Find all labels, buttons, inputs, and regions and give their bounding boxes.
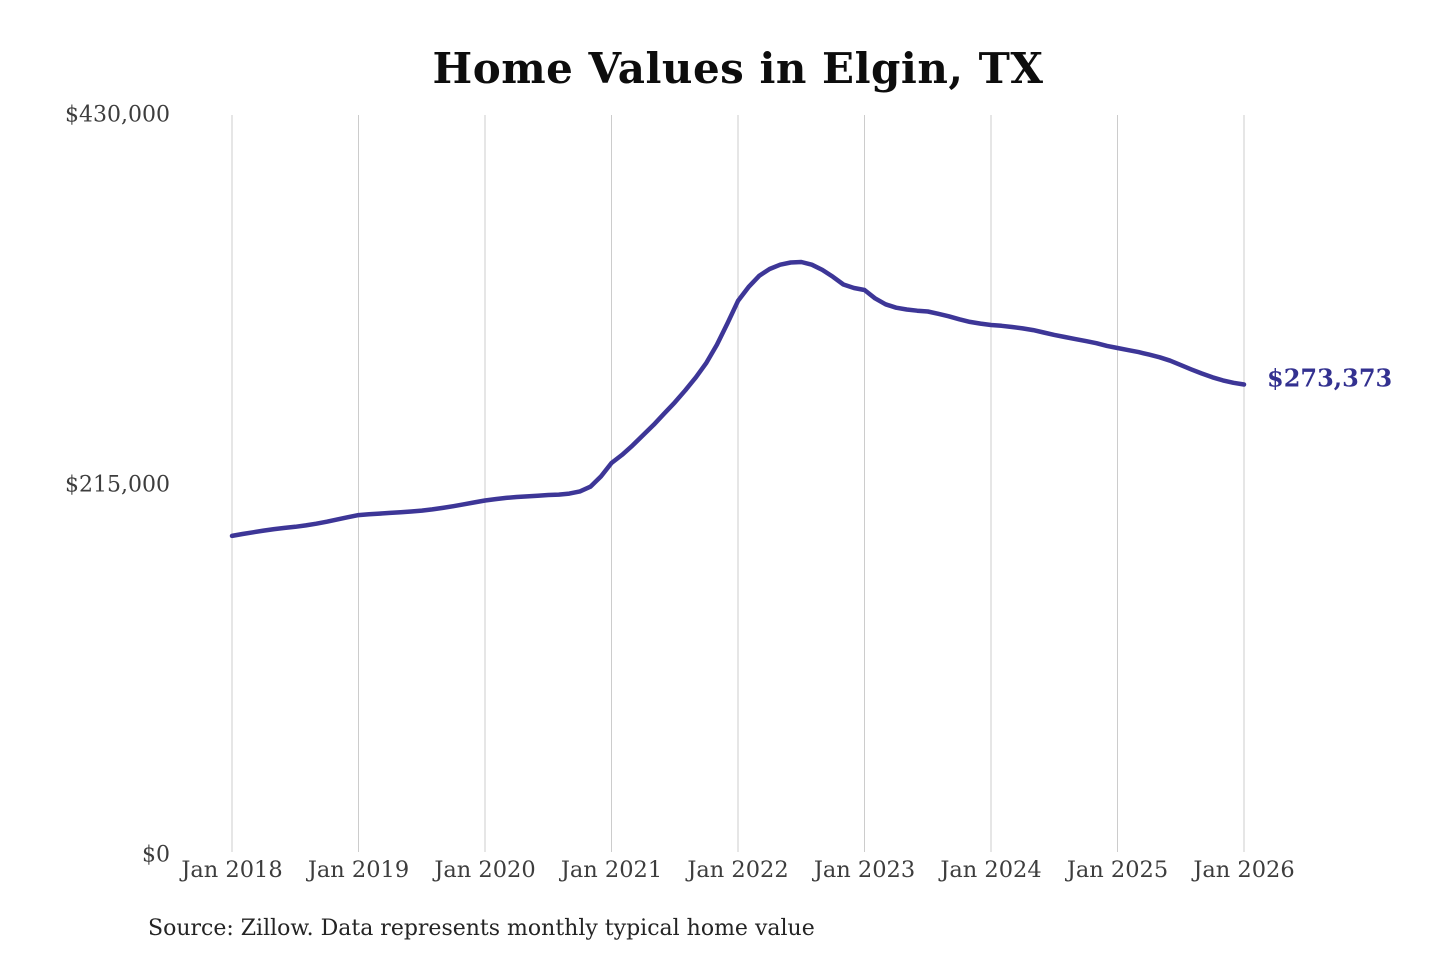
x-tick-label: Jan 2021 [560, 857, 663, 883]
x-tick-label: Jan 2019 [307, 857, 410, 883]
y-tick-label: $0 [142, 842, 170, 868]
x-tick-label: Jan 2020 [434, 857, 536, 883]
final-value-label: $273,373 [1267, 363, 1393, 393]
home-value-line-series [229, 259, 1247, 539]
y-tick-label: $430,000 [65, 102, 170, 128]
vertical-gridlines [231, 115, 1245, 852]
x-tick-label: Jan 2022 [687, 857, 789, 883]
x-tick-label: Jan 2025 [1066, 857, 1169, 883]
y-tick-label: $215,000 [65, 472, 170, 498]
x-tick-label: Jan 2026 [1193, 857, 1295, 883]
x-tick-label: Jan 2024 [940, 857, 1042, 883]
x-tick-label: Jan 2018 [181, 857, 283, 883]
chart-title: Home Values in Elgin, TX [432, 44, 1044, 93]
x-tick-label: Jan 2023 [813, 857, 916, 883]
source-note: Source: Zillow. Data represents monthly … [148, 916, 815, 941]
